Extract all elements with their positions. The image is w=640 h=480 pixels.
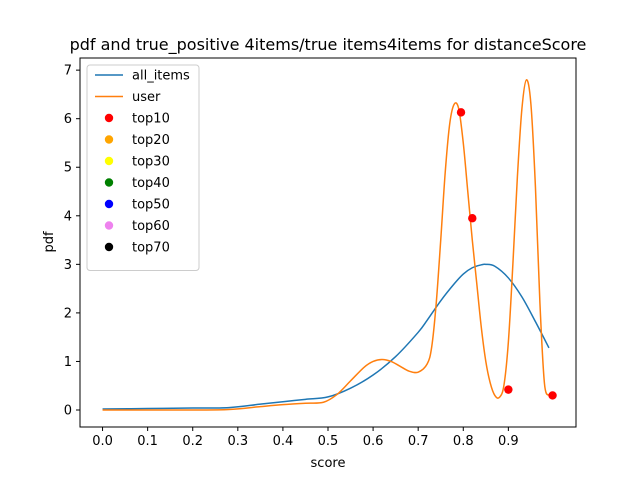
- y-tick-label: 0: [64, 404, 72, 419]
- y-tick-label: 3: [64, 258, 72, 273]
- y-axis-label: pdf: [42, 231, 57, 253]
- legend-swatch-top50: [104, 199, 114, 209]
- legend-swatch-top60: [104, 221, 114, 230]
- x-tick-label: 0.9: [498, 434, 519, 449]
- series-line-all_items: [102, 263, 550, 410]
- legend-box: [86, 64, 200, 271]
- x-tick-label: 0.7: [408, 434, 429, 449]
- legend-swatch-top70: [104, 242, 114, 252]
- legend-swatch-top10: [104, 113, 114, 123]
- chart-title: pdf and true_positive 4items/true items4…: [70, 35, 587, 55]
- x-axis: 0.0 0.1 0.2 0.3 0.4 0.5 0.6 0.7 0.8 0.9: [92, 427, 519, 449]
- legend-label: top20: [132, 133, 170, 148]
- x-tick-label: 0.5: [318, 434, 339, 449]
- legend-label: user: [132, 90, 161, 105]
- y-tick-label: 4: [64, 209, 72, 224]
- legend-label: top40: [132, 176, 170, 191]
- legend-label: all_items: [132, 69, 190, 84]
- y-axis: 0 1 2 3 4 5 6 7: [64, 64, 80, 419]
- x-tick-label: 0.6: [363, 434, 384, 449]
- legend-label: top10: [132, 112, 170, 127]
- legend-swatch-top20: [104, 135, 114, 144]
- series-line-user: [102, 79, 550, 411]
- y-tick-label: 6: [64, 112, 72, 127]
- plot-area: [102, 79, 557, 411]
- x-tick-label: 0.4: [273, 434, 294, 449]
- y-tick-label: 1: [64, 355, 72, 370]
- y-tick-label: 5: [64, 161, 72, 176]
- y-tick-label: 7: [64, 64, 72, 79]
- scatter-point-top10: [456, 108, 466, 117]
- scatter-point-top10: [504, 385, 513, 394]
- y-tick-label: 2: [64, 306, 72, 321]
- legend-swatch-top30: [104, 156, 114, 166]
- legend-swatch-top40: [104, 178, 114, 187]
- scatter-point-top10: [468, 214, 477, 223]
- scatter-point-top10: [548, 391, 557, 400]
- legend-label: top70: [132, 241, 170, 256]
- x-tick-label: 0.8: [453, 434, 474, 449]
- x-tick-label: 0.2: [182, 434, 203, 449]
- legend-label: top50: [132, 198, 170, 213]
- x-tick-label: 0.0: [92, 434, 113, 449]
- x-tick-label: 0.1: [137, 434, 158, 449]
- legend-label: top30: [132, 155, 170, 170]
- x-tick-label: 0.3: [227, 434, 248, 449]
- legend-label: top60: [132, 219, 170, 234]
- x-axis-label: score: [311, 456, 346, 471]
